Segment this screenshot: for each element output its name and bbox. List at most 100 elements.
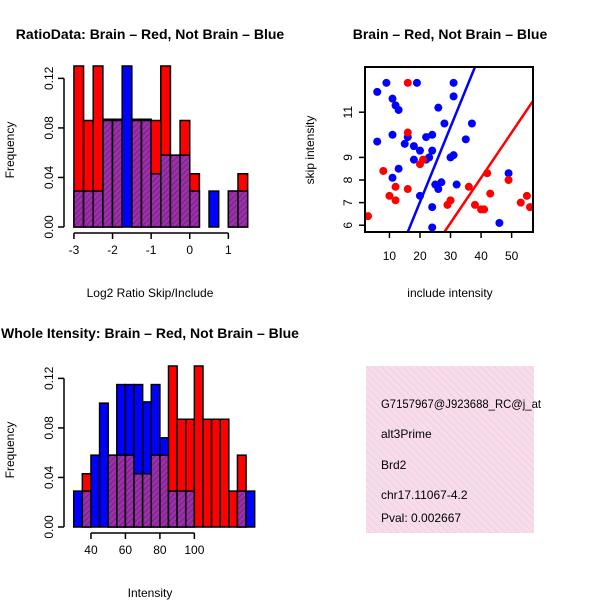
blue-regression-line xyxy=(406,67,477,232)
histogram-bar xyxy=(210,418,221,528)
scatter-point xyxy=(437,178,446,187)
info-panel: G7157967@J923688_RC@j_at alt3Prime Brd2 … xyxy=(366,366,542,533)
scatter-point xyxy=(409,142,418,151)
histogram-overlap-bar xyxy=(179,154,191,228)
x-tick-label: 50 xyxy=(505,249,519,263)
histogram-overlap-bar xyxy=(82,190,94,228)
x-tick-label: -3 xyxy=(69,243,80,257)
scatter-point xyxy=(373,87,382,96)
red-regression-line xyxy=(443,100,533,232)
scatter-point xyxy=(461,135,470,144)
histogram-overlap-bar xyxy=(236,490,247,528)
scatter-point xyxy=(467,119,476,128)
scatter-point xyxy=(415,191,424,200)
scatter-point xyxy=(394,105,403,114)
histogram-overlap-bar xyxy=(184,490,196,528)
scatter-point xyxy=(495,218,504,227)
info-event-type: alt3Prime xyxy=(381,427,432,441)
histogram-bar xyxy=(193,365,204,528)
histogram-overlap-bar xyxy=(131,119,143,228)
histogram-overlap-bar xyxy=(150,454,161,528)
histogram-overlap-bar xyxy=(169,154,181,228)
scatter-xlabel: include intensity xyxy=(407,286,492,300)
histogram-overlap-bar xyxy=(124,454,135,528)
scatter-point xyxy=(388,130,397,139)
scatter-point xyxy=(428,146,437,155)
histogram-bar xyxy=(245,490,256,528)
histogram-overlap-bar xyxy=(73,190,85,228)
ratio-histogram-xlabel: Log2 Ratio Skip/Include xyxy=(87,286,214,300)
histogram-overlap-bar xyxy=(159,454,170,528)
y-tick-label: 11 xyxy=(341,106,355,119)
scatter-point xyxy=(391,196,400,205)
histogram-overlap-bar xyxy=(133,472,144,528)
info-location: chr17.11067-4.2 xyxy=(381,488,468,502)
scatter-point xyxy=(486,189,495,198)
scatter-point xyxy=(400,139,409,148)
scatter-point xyxy=(382,78,391,87)
intensity-histogram-ylabel: Frequency xyxy=(3,422,17,479)
scatter-point xyxy=(394,164,403,173)
scatter-point xyxy=(391,182,400,191)
ratio-histogram: RatioData: Brain – Red, Not Brain – Blue… xyxy=(3,26,284,300)
scatter-point xyxy=(412,78,421,87)
histogram-overlap-bar xyxy=(188,190,201,228)
histogram-overlap-bar xyxy=(227,190,239,228)
scatter-point xyxy=(403,78,412,87)
intensity-histogram: Whole Itensity: Brain – Red, Not Brain –… xyxy=(1,325,299,600)
intensity-histogram-axes: 0.00 0.04 0.08 0.12 40 60 80 100 xyxy=(42,366,205,557)
scatter-point xyxy=(373,137,382,146)
scatter-plot-area xyxy=(365,67,533,232)
histogram-overlap-bar xyxy=(102,119,114,228)
histogram-overlap-bar xyxy=(81,490,92,528)
x-tick-label: -1 xyxy=(146,243,157,257)
y-tick-label: 6 xyxy=(341,222,355,229)
scatter-point xyxy=(504,176,513,185)
histogram-bar xyxy=(98,402,109,528)
histogram-bar xyxy=(219,418,230,528)
scatter-point xyxy=(522,191,531,200)
y-tick-label: 0.00 xyxy=(42,515,56,539)
y-tick-label: 0.08 xyxy=(42,416,56,440)
info-probe-id: G7157967@J923688_RC@j_at xyxy=(381,397,542,411)
scatter-point xyxy=(365,212,373,221)
histogram-overlap-bar xyxy=(176,490,187,528)
histogram-overlap-bar xyxy=(140,119,152,228)
histogram-bar xyxy=(90,454,101,528)
y-tick-label: 7 xyxy=(341,199,355,206)
scatter-point xyxy=(464,182,473,191)
scatter-point xyxy=(443,200,452,209)
intensity-histogram-title: Whole Itensity: Brain – Red, Not Brain –… xyxy=(1,325,299,341)
scatter-point xyxy=(409,155,418,164)
ratio-histogram-ylabel: Frequency xyxy=(3,122,17,179)
x-tick-label: 40 xyxy=(84,543,98,557)
scatter-point xyxy=(516,198,525,207)
scatter-point xyxy=(422,133,431,142)
histogram-overlap-bar xyxy=(150,172,162,228)
scatter-point xyxy=(452,180,461,189)
histogram-bar xyxy=(208,190,220,228)
histogram-overlap-bar xyxy=(237,190,249,228)
histogram-bar xyxy=(72,490,84,528)
x-tick-label: -2 xyxy=(107,243,118,257)
histogram-overlap-bar xyxy=(107,454,118,528)
scatter-axes: 10 20 30 40 50 6 7 8 9 11 xyxy=(341,106,519,263)
info-panel-background xyxy=(366,366,534,533)
scatter-point xyxy=(449,151,458,160)
scatter-point xyxy=(483,169,492,178)
scatter-point xyxy=(403,128,412,137)
histogram-overlap-bar xyxy=(111,119,123,228)
x-tick-label: 60 xyxy=(119,543,133,557)
x-tick-label: 80 xyxy=(153,543,167,557)
ratio-histogram-axes: 0.00 0.04 0.08 0.12 -3 -2 -1 0 1 xyxy=(42,66,232,257)
ratio-histogram-title: RatioData: Brain – Red, Not Brain – Blue xyxy=(16,26,285,42)
y-tick-label: 0.04 xyxy=(42,165,56,189)
scatter-point xyxy=(428,130,437,139)
x-tick-label: 1 xyxy=(225,243,232,257)
scatter-ylabel: skip intensity xyxy=(303,116,317,185)
histogram-bar xyxy=(228,490,239,528)
intensity-histogram-xlabel: Intensity xyxy=(128,586,173,600)
scatter-point xyxy=(415,146,424,155)
histogram-overlap-bar xyxy=(92,190,104,228)
y-tick-label: 0.04 xyxy=(42,465,56,489)
